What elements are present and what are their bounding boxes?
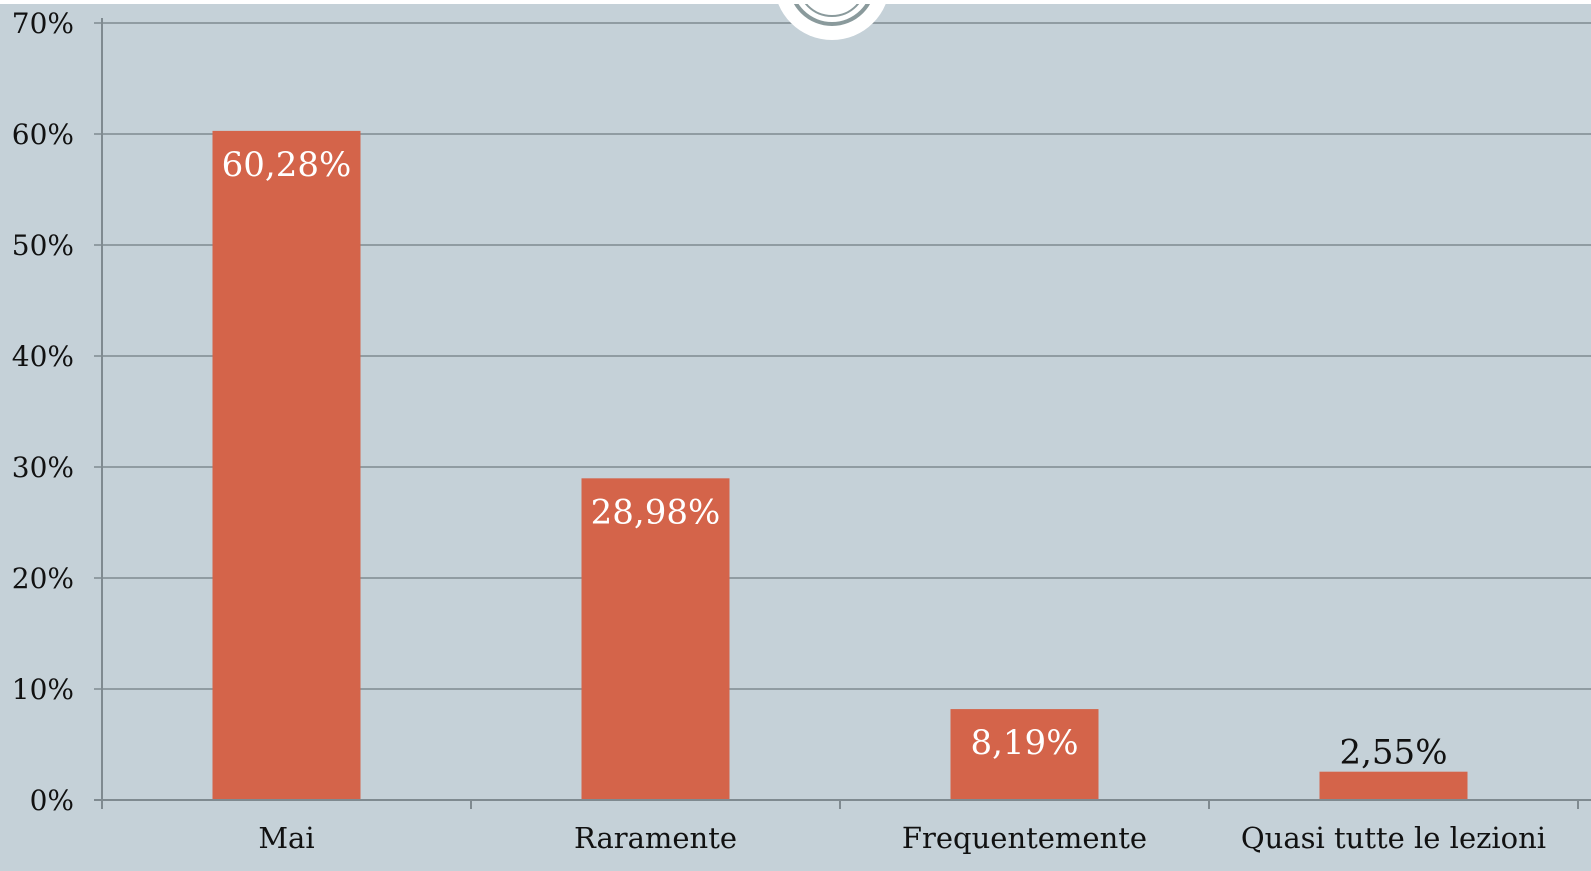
decor-circle-outer xyxy=(776,0,888,40)
bar-value-label: 60,28% xyxy=(222,145,352,185)
bar-value-label: 28,98% xyxy=(591,492,721,532)
x-tick-label: Frequentemente xyxy=(902,821,1147,855)
decor-circle-ring xyxy=(791,0,873,26)
y-tick-label: 40% xyxy=(12,340,74,373)
bar-value-label: 2,55% xyxy=(1339,733,1447,773)
bar xyxy=(581,478,730,800)
top-circle-decoration xyxy=(776,0,888,40)
y-tick-label: 50% xyxy=(12,229,74,262)
x-tick-label: Quasi tutte le lezioni xyxy=(1241,821,1546,855)
y-tick-label: 10% xyxy=(12,673,74,706)
bar xyxy=(212,130,361,801)
y-tick-label: 60% xyxy=(12,118,74,151)
decor-circle-inner-ring xyxy=(801,0,863,17)
bar xyxy=(950,709,1099,800)
bars xyxy=(212,130,1468,801)
axes xyxy=(94,18,1591,809)
x-axis-tick-labels: Mai Raramente Frequentemente Quasi tutte le… xyxy=(258,821,1546,855)
y-axis-tick-labels: 0% 10% 20% 30% 40% 50% 60% 70% xyxy=(12,7,74,817)
x-tick-label: Raramente xyxy=(574,821,737,855)
y-tick-label: 0% xyxy=(30,784,74,817)
y-tick-label: 30% xyxy=(12,451,74,484)
top-strip xyxy=(0,0,1591,4)
y-tick-label: 70% xyxy=(12,7,74,40)
bar xyxy=(1319,771,1468,800)
bar-value-labels: 60,28% 28,98% 8,19% 2,55% xyxy=(222,145,1448,773)
y-tick-label: 20% xyxy=(12,562,74,595)
x-tick-label: Mai xyxy=(258,821,314,855)
bar-value-label: 8,19% xyxy=(970,723,1078,763)
